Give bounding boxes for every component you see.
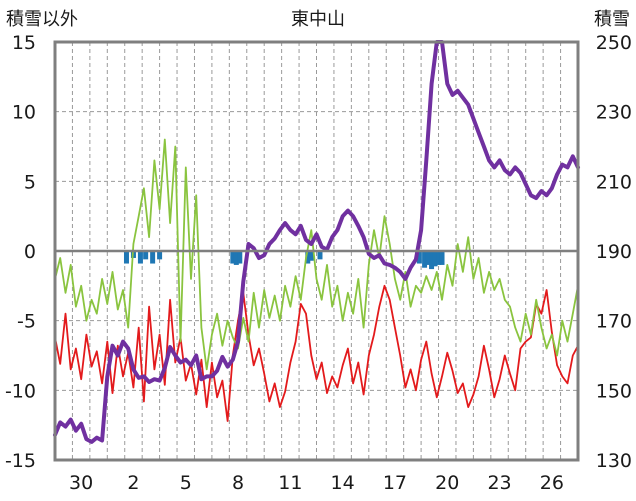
precipitation-bar: [425, 251, 431, 265]
precipitation-bar: [157, 251, 163, 260]
series-lines: [53, 40, 580, 444]
x-tick-label: 30: [69, 472, 93, 494]
x-tick-label: 8: [232, 472, 244, 494]
precipitation-bar: [308, 251, 314, 261]
precipitation-bars: [123, 251, 445, 270]
precipitation-bar: [143, 251, 149, 260]
x-tick-label: 11: [278, 472, 302, 494]
precipitation-bar: [436, 251, 442, 265]
right-tick-label: 170: [596, 311, 632, 333]
precipitation-bar: [237, 251, 243, 264]
precipitation-bar: [432, 251, 438, 267]
precipitation-bar: [429, 251, 435, 270]
left-tick-label: -10: [5, 380, 36, 402]
precipitation-bar: [416, 251, 422, 264]
precipitation-bar: [422, 251, 428, 268]
precipitation-bar: [439, 251, 445, 265]
left-tick-label: 0: [24, 241, 36, 263]
precipitation-bar: [305, 251, 311, 264]
left-tick-label: 15: [12, 32, 36, 54]
precipitation-bar: [150, 251, 156, 264]
x-tick-label: 5: [180, 472, 192, 494]
chart-title: 東中山: [291, 9, 345, 30]
series-line-2: [53, 40, 580, 444]
x-tick-label: 14: [331, 472, 355, 494]
right-tick-label: 130: [596, 450, 632, 472]
precipitation-bar: [137, 251, 143, 264]
left-tick-label: -15: [5, 450, 36, 472]
x-tick-label: 17: [383, 472, 407, 494]
x-tick-label: 23: [487, 472, 511, 494]
right-tick-label: 230: [596, 102, 632, 124]
right-tick-label: 250: [596, 32, 632, 54]
precipitation-bar: [233, 251, 239, 265]
right-axis-label: 積雪: [594, 9, 630, 30]
precipitation-bar: [317, 251, 323, 260]
left-tick-label: 10: [12, 102, 36, 124]
right-tick-label: 190: [596, 241, 632, 263]
tick-labels: 15 10 5 0 -5 -10 -15 250 230 210 190 170 150 130 30 2 5 8…: [5, 32, 632, 494]
x-tick-label: 26: [540, 472, 564, 494]
left-tick-label: 5: [24, 171, 36, 193]
right-tick-label: 150: [596, 380, 632, 402]
precipitation-bar: [123, 251, 129, 264]
precipitation-bar: [230, 251, 236, 264]
left-axis-label: 積雪以外: [6, 9, 78, 30]
x-tick-label: 2: [127, 472, 139, 494]
right-tick-label: 210: [596, 171, 632, 193]
grid: [55, 42, 578, 460]
left-tick-label: -5: [17, 311, 36, 333]
series-line-1: [54, 138, 579, 371]
x-tick-label: 20: [435, 472, 459, 494]
plot-frame: [53, 40, 580, 462]
